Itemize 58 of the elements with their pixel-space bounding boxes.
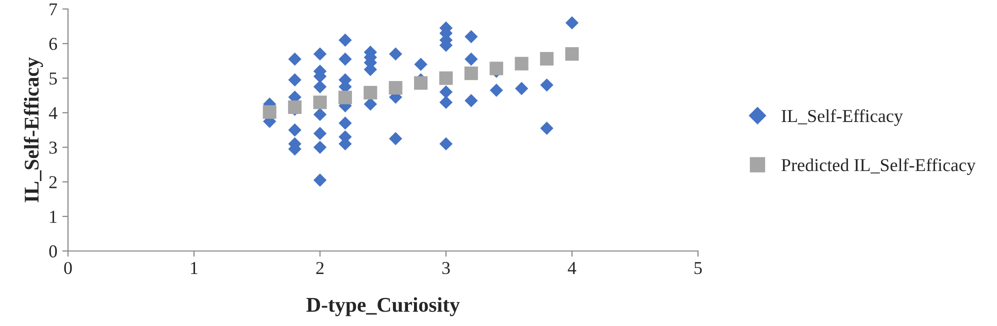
x-axis-title: D-type_Curiosity	[306, 297, 460, 316]
y-tick-label: 3	[49, 142, 57, 154]
point	[364, 86, 378, 100]
point	[464, 66, 478, 80]
point	[288, 100, 302, 114]
point	[414, 58, 428, 71]
point	[565, 47, 579, 61]
point	[490, 62, 504, 76]
point	[388, 81, 402, 95]
point	[338, 52, 352, 66]
x-tick-label: 4	[568, 262, 576, 274]
point	[389, 132, 402, 146]
point	[364, 97, 377, 111]
point	[313, 126, 327, 140]
y-tick-label: 4	[48, 107, 58, 119]
y-tick-label: 5	[50, 72, 57, 85]
point	[514, 56, 528, 70]
point	[338, 116, 352, 130]
point	[313, 108, 327, 122]
point	[439, 71, 453, 85]
point	[338, 90, 352, 104]
x-tick-label: 5	[694, 262, 702, 274]
y-axis-title: IL_Self-Efficacy	[24, 57, 43, 202]
point	[490, 84, 503, 97]
point	[464, 30, 478, 44]
x-tick-label: 3	[442, 262, 450, 274]
point	[338, 34, 352, 47]
point	[389, 47, 402, 61]
point	[313, 174, 327, 187]
x-tick-label: 0	[64, 262, 72, 274]
point	[313, 140, 327, 154]
point	[439, 85, 453, 99]
point	[313, 80, 327, 94]
y-tick-label: 2	[49, 176, 57, 188]
y-tick-label: 0	[49, 245, 57, 258]
point	[313, 47, 327, 61]
point	[464, 94, 478, 108]
point	[540, 78, 554, 92]
point	[313, 96, 327, 110]
point	[565, 16, 579, 30]
y-tick-label: 6	[49, 38, 58, 50]
y-tick-label: 1	[50, 210, 56, 223]
y-tick-label: 7	[50, 3, 58, 16]
point	[439, 137, 453, 150]
legend-label: IL_Self-Efficacy	[782, 109, 903, 126]
point	[288, 73, 302, 86]
point	[439, 96, 453, 109]
point	[262, 105, 276, 119]
x-tick-label: 2	[316, 262, 324, 274]
point	[540, 122, 554, 135]
point	[540, 52, 554, 66]
point	[414, 76, 428, 90]
point	[515, 82, 528, 96]
point	[464, 52, 478, 66]
point	[288, 52, 302, 66]
point	[288, 123, 302, 137]
x-tick-label: 1	[191, 262, 198, 274]
legend-label: Predicted IL_Self-Efficacy	[781, 158, 976, 175]
